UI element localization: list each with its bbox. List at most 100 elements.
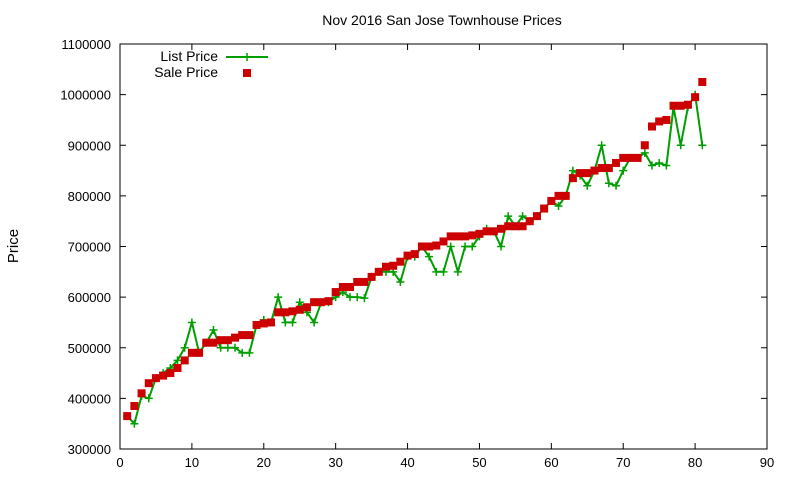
sale-price-point (590, 166, 599, 175)
list-price-point (180, 343, 189, 352)
sale-price-point (468, 231, 477, 240)
list-price-point (619, 166, 628, 175)
list-price-point (274, 293, 283, 302)
sale-price-point (338, 283, 347, 291)
list-price-point (223, 343, 232, 352)
sale-price-point (281, 308, 290, 317)
sale-price-point (432, 241, 441, 250)
list-price-point (173, 356, 182, 365)
sale-price-point (561, 191, 570, 200)
chart-title: Nov 2016 San Jose Townhouse Prices (322, 12, 561, 28)
sale-price-point (504, 222, 513, 231)
sale-price-point (662, 115, 671, 124)
sale-price-point (324, 297, 333, 306)
list-price-point (698, 141, 707, 150)
list-price-point (187, 318, 196, 327)
list-price-point (468, 242, 477, 251)
sale-price-point (461, 232, 470, 241)
sale-price-point (576, 169, 585, 178)
x-tick-label: 50 (472, 455, 486, 470)
sale-price-point (655, 117, 664, 126)
sale-price-point (683, 100, 692, 109)
sale-price-point (647, 122, 656, 131)
sale-price-point (604, 164, 613, 173)
list-price-point (281, 318, 290, 327)
sale-price-point (331, 288, 340, 297)
sale-price-point (532, 212, 541, 221)
sale-price-point (691, 93, 700, 102)
sale-price-point (554, 191, 563, 200)
sale-price-point (209, 338, 218, 347)
list-price-point (612, 181, 621, 190)
sale-price-point (137, 389, 146, 398)
sale-price-point (676, 101, 685, 110)
x-tick-label: 80 (688, 455, 702, 470)
legend: List Price Sale Price (154, 48, 268, 80)
sale-price-point (396, 257, 405, 266)
sale-price-point (346, 283, 355, 291)
sale-price-point (360, 277, 369, 286)
sale-price-point (511, 222, 520, 231)
list-price-point (346, 293, 355, 302)
x-tick-label: 0 (116, 455, 123, 470)
sale-price-point (597, 164, 606, 173)
series-list-price (123, 90, 707, 428)
sale-price-point (547, 196, 556, 205)
sale-price-point (389, 261, 398, 270)
y-tick-label: 700000 (68, 240, 111, 255)
legend-label-sale-price: Sale Price (154, 64, 218, 80)
sale-price-point (144, 379, 153, 388)
list-price-point (288, 318, 297, 327)
sale-price-point (525, 217, 534, 226)
list-price-point (676, 141, 685, 150)
sale-price-point (223, 336, 232, 345)
list-price-point (453, 267, 462, 276)
list-price-point (238, 348, 247, 357)
list-price-point (583, 181, 592, 190)
sale-price-point (317, 298, 326, 307)
sale-price-point (626, 153, 635, 162)
sale-price-point (417, 242, 426, 251)
sale-price-point (195, 348, 204, 357)
list-price-point (662, 161, 671, 170)
sale-price-point (381, 262, 390, 271)
list-price-point (568, 166, 577, 175)
x-tick-label: 40 (400, 455, 414, 470)
list-price-point (439, 267, 448, 276)
list-price-point (640, 148, 649, 157)
sale-price-point (151, 374, 160, 383)
y-tick-label: 1000000 (60, 88, 111, 103)
list-price-point (597, 141, 606, 150)
sale-price-point (475, 229, 484, 238)
list-price-point (209, 326, 218, 335)
sale-price-point (698, 77, 707, 86)
sale-price-point (446, 232, 455, 241)
legend-marker-list-price (243, 53, 251, 61)
sale-price-point (173, 364, 182, 372)
sale-price-point (180, 356, 189, 365)
sale-price-point (295, 305, 304, 314)
list-price-point (432, 267, 441, 276)
list-price-point (604, 179, 613, 188)
list-price-point (518, 212, 527, 221)
x-tick-label: 70 (616, 455, 630, 470)
sale-price-point (310, 298, 319, 307)
sale-price-point (497, 224, 506, 233)
list-price-point (497, 242, 506, 251)
y-tick-label: 300000 (68, 442, 111, 457)
sale-price-point (259, 319, 268, 328)
sale-price-point (288, 307, 297, 316)
list-price-point (647, 161, 656, 170)
list-price-point (446, 242, 455, 251)
list-price-point (554, 202, 563, 210)
sale-price-point (159, 371, 168, 380)
y-tick-label: 900000 (68, 138, 111, 153)
x-tick-label: 90 (760, 455, 774, 470)
sale-price-point (453, 232, 462, 241)
sale-price-point (439, 237, 448, 246)
x-tick-label: 10 (185, 455, 199, 470)
sale-price-point (374, 267, 383, 276)
sale-price-point (583, 169, 592, 178)
y-axis-ticks: 300000 400000 500000 600000 700000 800000 9000… (60, 37, 767, 457)
